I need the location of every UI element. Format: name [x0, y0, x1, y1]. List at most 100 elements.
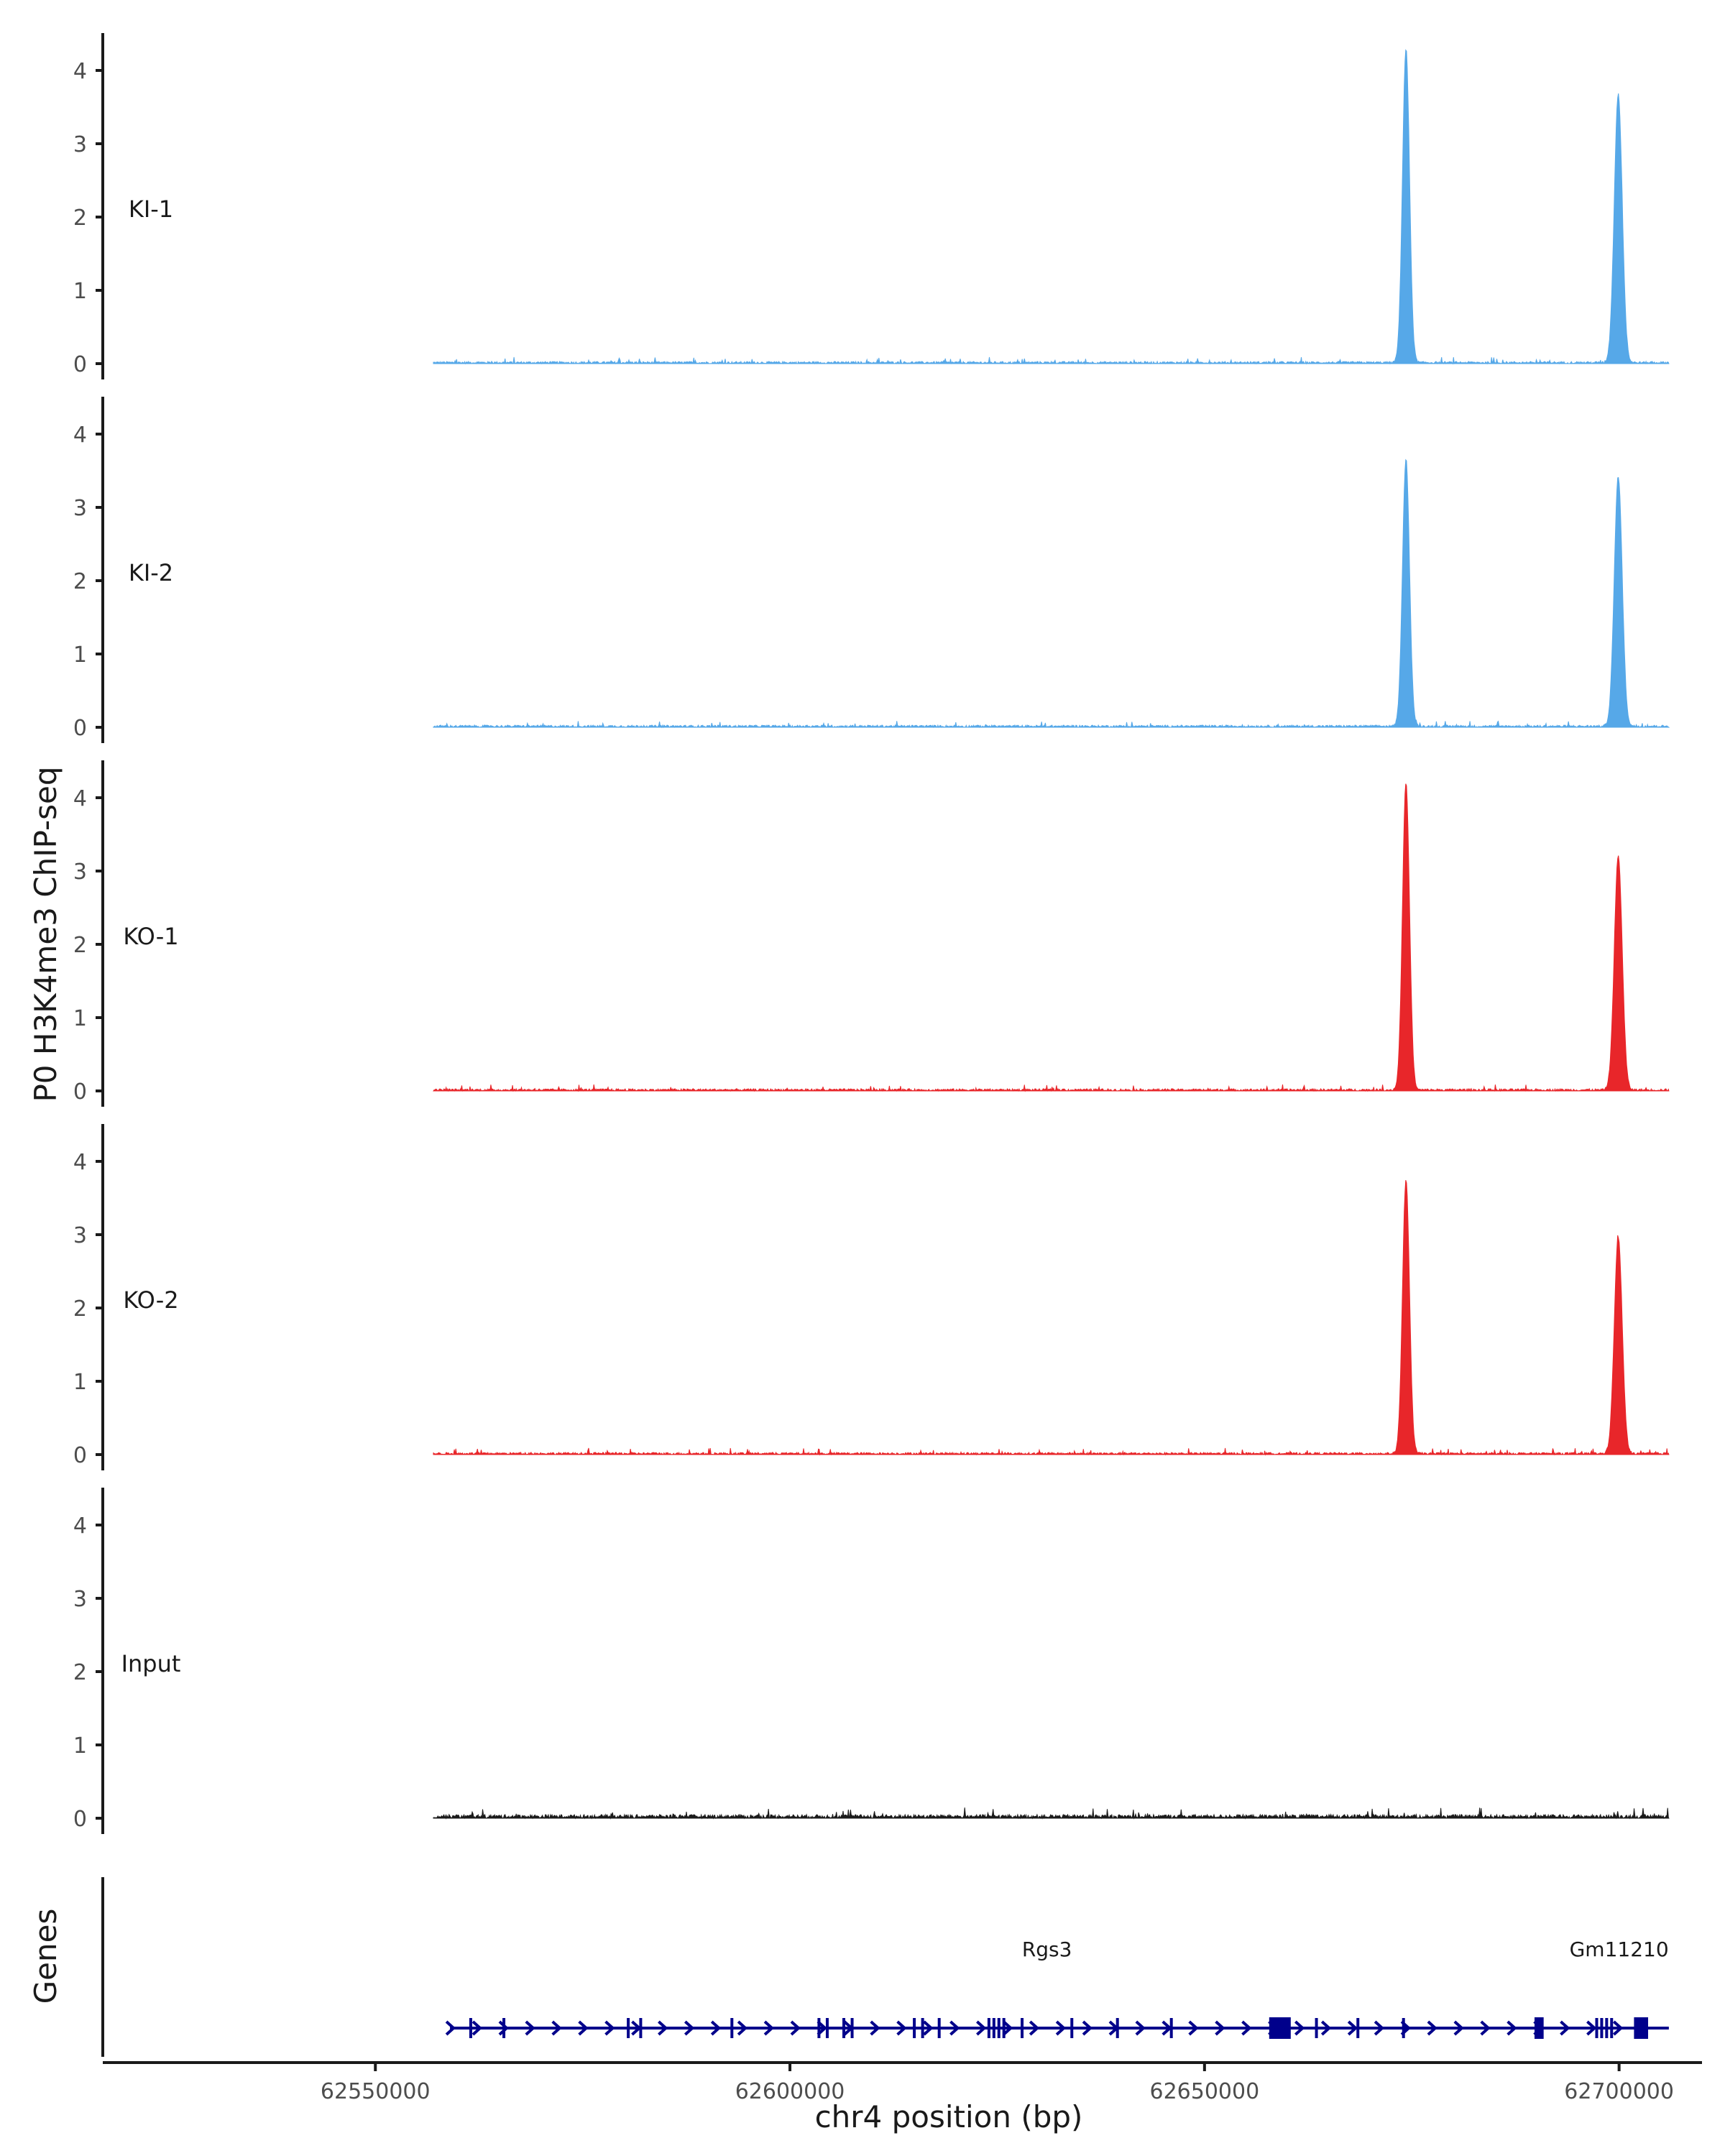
strand-chevron — [445, 2020, 456, 2036]
y-tick-label: 3 — [73, 1223, 87, 1248]
exon-mark — [1595, 2018, 1598, 2038]
y-tick-label: 2 — [73, 569, 87, 594]
gene-label-rgs3: Rgs3 — [1022, 1938, 1072, 1961]
genes-track-label: Genes — [28, 1909, 63, 2004]
strand-chevron — [472, 2020, 482, 2036]
track-ki-1: 0 1 2 3 4 KI-1 — [73, 33, 1670, 379]
exon-mark — [639, 2018, 643, 2038]
gene-label-gm11210: Gm11210 — [1570, 1938, 1669, 1961]
y-tick-label: 1 — [73, 279, 87, 304]
strand-chevron — [949, 2020, 960, 2036]
y-tick-label: 2 — [73, 1660, 87, 1685]
y-tick-label: 2 — [73, 1296, 87, 1322]
strand-chevron — [498, 2020, 509, 2036]
y-tick-label: 0 — [73, 1807, 87, 1832]
x-tick-label: 62700000 — [1564, 2079, 1674, 2104]
exon-mark — [842, 2018, 846, 2038]
track-ko-2: 0 1 2 3 4 KO-2 — [73, 1124, 1670, 1470]
exon-mark — [1116, 2018, 1119, 2038]
strand-chevron — [1002, 2020, 1013, 2036]
strand-chevron — [1374, 2020, 1385, 2036]
x-tick-label: 62650000 — [1149, 2079, 1259, 2104]
strand-chevron — [1453, 2020, 1464, 2036]
strand-chevron — [1188, 2020, 1199, 2036]
y-tick-label: 1 — [73, 1370, 87, 1395]
strand-chevron — [737, 2020, 748, 2036]
exon-mark — [992, 2018, 995, 2038]
exon-mark — [469, 2018, 472, 2038]
y-tick-label: 1 — [73, 1006, 87, 1031]
exon-mark — [937, 2018, 941, 2038]
strand-chevron — [1294, 2020, 1305, 2036]
y-tick-label: 4 — [73, 786, 87, 811]
y-tick-label: 3 — [73, 860, 87, 885]
exon-mark — [1169, 2018, 1173, 2038]
y-axis-title: P0 H3K4me3 ChIP-seq — [28, 766, 63, 1102]
strand-chevron — [658, 2020, 668, 2036]
strand-chevron — [710, 2020, 722, 2036]
strand-chevron — [1347, 2020, 1358, 2036]
strand-chevron — [976, 2020, 987, 2036]
strand-chevron — [684, 2020, 695, 2036]
y-tick-label: 4 — [73, 1150, 87, 1175]
strand-chevron — [525, 2020, 535, 2036]
strand-chevron — [604, 2020, 615, 2036]
exon-mark — [1600, 2018, 1604, 2038]
y-tick-label: 0 — [73, 1443, 87, 1468]
strand-chevron — [1055, 2020, 1067, 2036]
signal-area-input — [433, 1807, 1670, 1820]
strand-chevron — [763, 2020, 775, 2036]
exon-block — [1634, 2017, 1649, 2039]
strand-chevron — [1241, 2020, 1252, 2036]
track-ko-1: 0 1 2 3 4 KO-1 — [73, 760, 1670, 1107]
y-tick-label: 2 — [73, 206, 87, 231]
y-tick-label: 4 — [73, 423, 87, 448]
exon-mark — [1315, 2018, 1318, 2038]
x-tick-label: 62600000 — [735, 2079, 845, 2104]
strand-chevron — [1320, 2020, 1332, 2036]
signal-area-ko-1 — [433, 783, 1670, 1092]
y-tick-label: 1 — [73, 642, 87, 668]
signal-area-ki-1 — [433, 49, 1670, 365]
exon-mark — [1070, 2018, 1074, 2038]
exon-mark — [1021, 2018, 1024, 2038]
exon-mark — [987, 2018, 990, 2038]
y-tick-label: 2 — [73, 933, 87, 958]
track-label: KO-1 — [123, 923, 178, 950]
track-label: KI-1 — [129, 195, 173, 223]
strand-chevron — [1586, 2020, 1597, 2036]
y-tick-label: 4 — [73, 59, 87, 84]
strand-chevron — [551, 2020, 562, 2036]
y-tick-label: 1 — [73, 1733, 87, 1759]
strand-chevron — [1135, 2020, 1146, 2036]
strand-chevron — [1560, 2020, 1570, 2036]
track-input: 0 1 2 3 4 Input — [73, 1488, 1670, 1834]
signal-area-ko-2 — [433, 1179, 1670, 1456]
track-label: KO-2 — [123, 1286, 178, 1314]
strand-chevron — [1480, 2020, 1491, 2036]
strand-chevron — [896, 2020, 907, 2036]
tracks-layer: 0 1 2 3 4 KI-1 0 1 2 3 4 KI-2 0 1 2 3 4 KO-1 0 1 2 3 4 KO-2 0 1 2 3… — [73, 33, 1670, 1834]
exon-mark — [627, 2018, 630, 2038]
track-label: KI-2 — [129, 559, 173, 586]
exon-mark — [1605, 2018, 1609, 2038]
track-label: Input — [121, 1650, 181, 1677]
strand-chevron — [870, 2020, 880, 2036]
strand-chevron — [1082, 2020, 1093, 2036]
exon-mark — [997, 2018, 1000, 2038]
signal-area-ki-2 — [433, 459, 1670, 729]
exon-mark — [1356, 2018, 1360, 2038]
exon-mark — [502, 2018, 506, 2038]
y-tick-label: 0 — [73, 1079, 87, 1105]
x-tick-label: 62550000 — [321, 2079, 431, 2104]
y-tick-label: 0 — [73, 352, 87, 377]
y-tick-label: 0 — [73, 716, 87, 741]
genes-track: Rgs3 Gm11210 — [101, 1877, 1669, 2057]
strand-chevron — [578, 2020, 589, 2036]
x-axis: 62550000 62600000 62650000 62700000 — [103, 2061, 1702, 2104]
exon-mark — [913, 2018, 916, 2038]
x-axis-title: chr4 position (bp) — [815, 2099, 1083, 2134]
exon-block — [1269, 2017, 1291, 2039]
strand-chevron — [1427, 2020, 1438, 2036]
